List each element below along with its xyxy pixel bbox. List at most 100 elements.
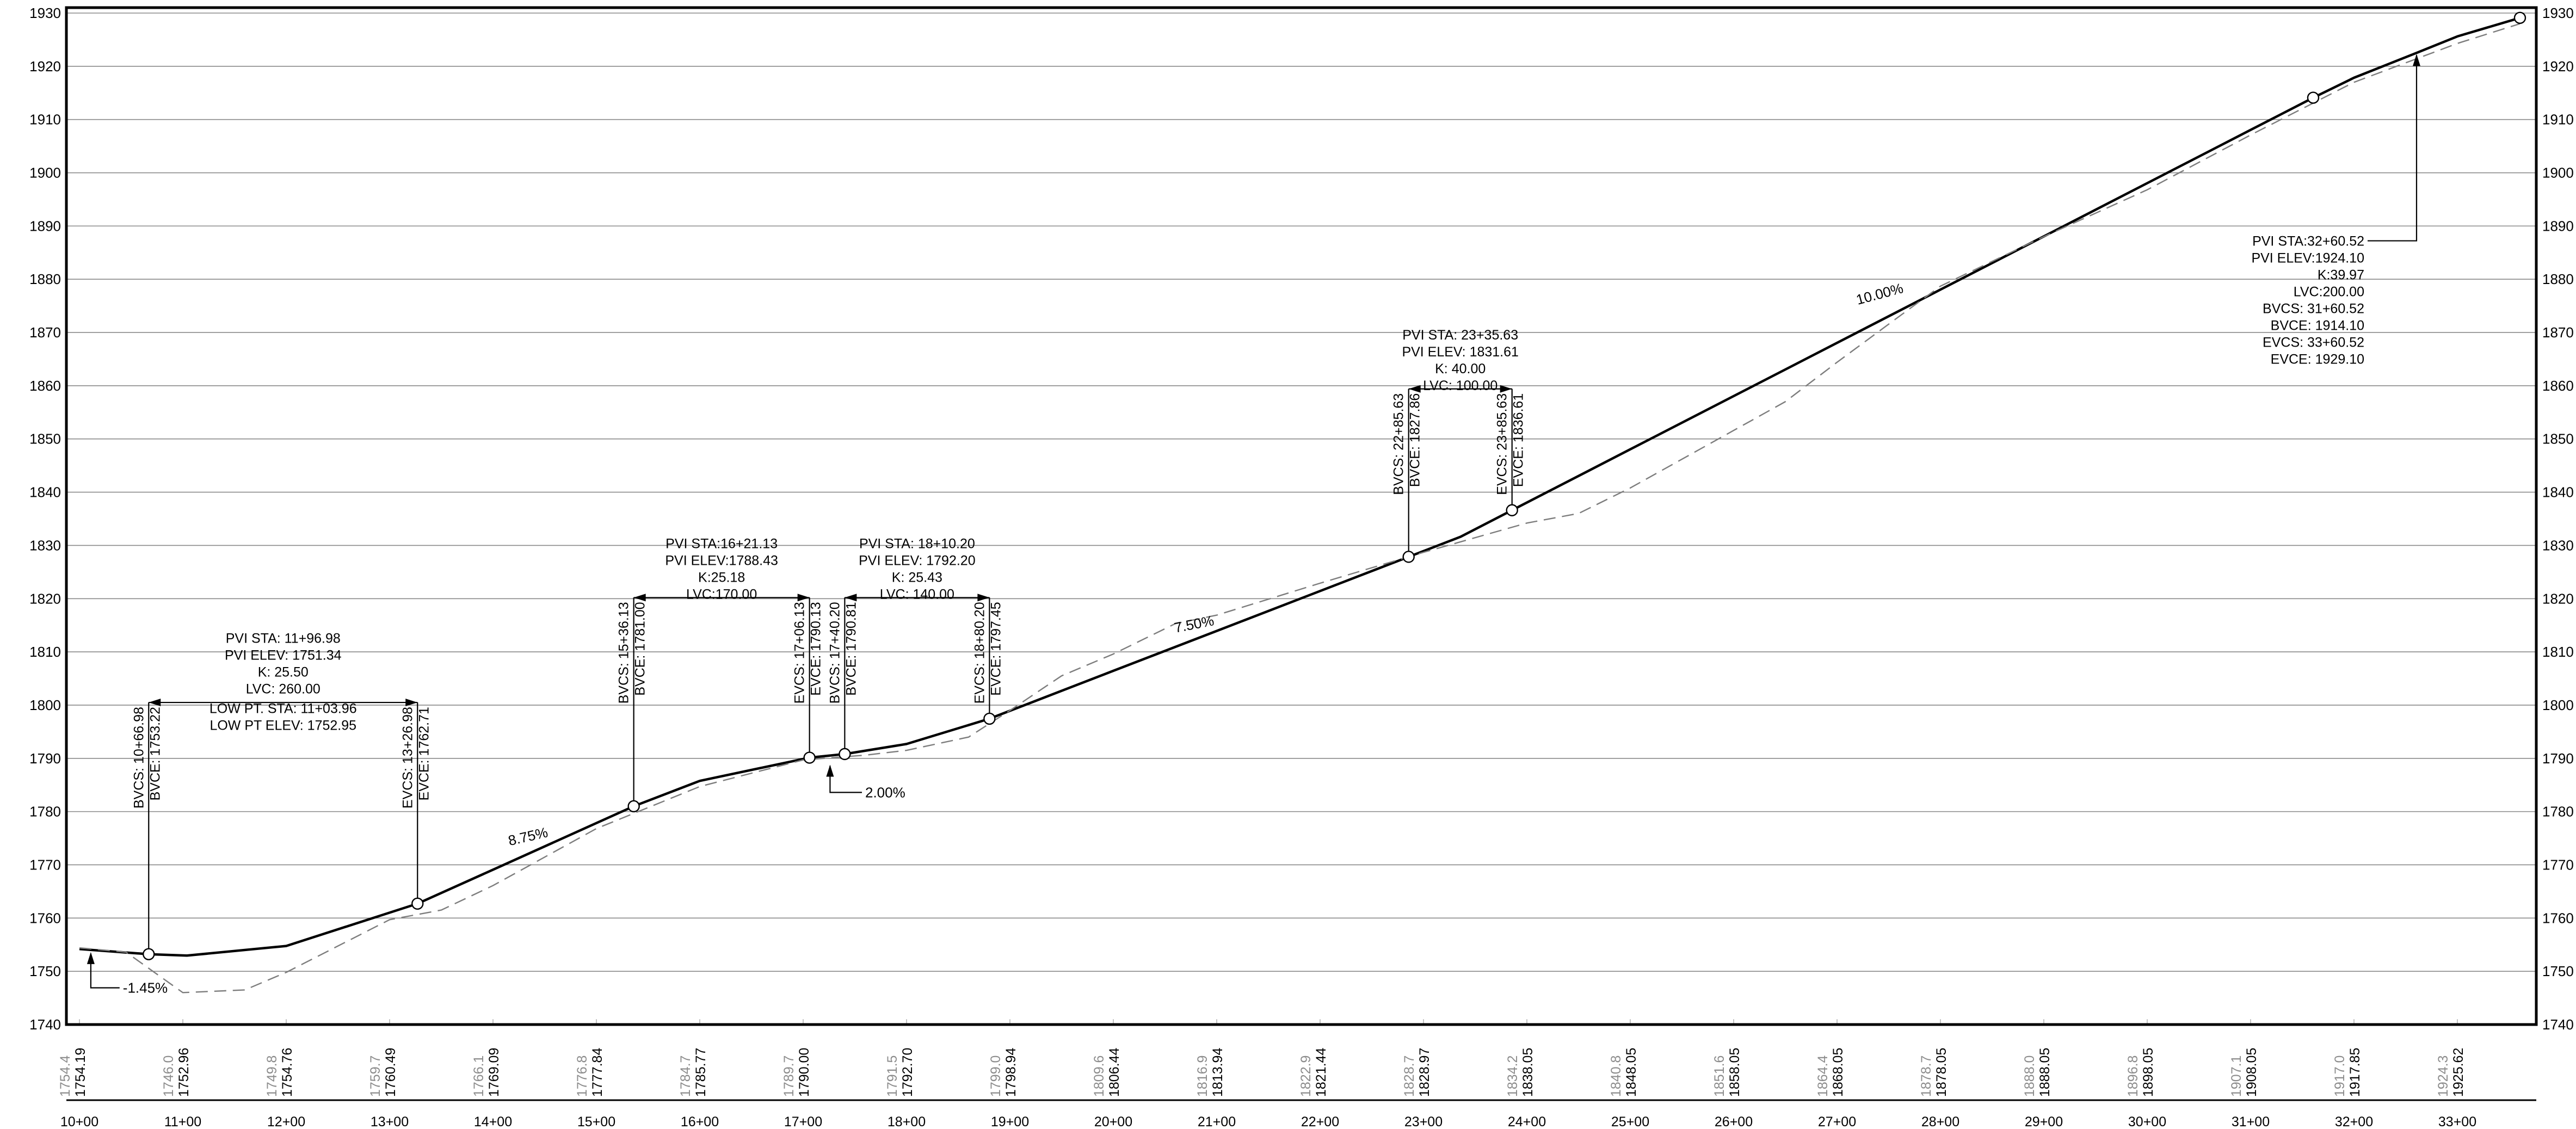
grade-label: 8.75% [507, 824, 550, 849]
finished-elevation-label: 1754.76 [280, 1048, 295, 1097]
pvi-note-line: BVCS: 31+60.52 [2263, 301, 2364, 317]
elevation-tick-label: 1810 [2542, 644, 2574, 660]
pvi-note-line: EVCE: 1929.10 [2271, 352, 2364, 367]
existing-elevation-label: 1749.8 [264, 1056, 280, 1097]
pvi-marker [627, 800, 640, 813]
finished-elevation-label: 1769.09 [486, 1048, 502, 1097]
curve-note-line: K:25.18 [698, 570, 745, 585]
station-tick-label: 12+00 [267, 1114, 305, 1129]
elevation-tick-label: 1790 [2542, 750, 2574, 767]
station-label: EVCS: 17+06.13 [792, 602, 808, 704]
station-tick-label: 19+00 [991, 1114, 1029, 1129]
finished-elevation-label: 1888.05 [2037, 1048, 2053, 1097]
existing-elevation-label: 1791.5 [885, 1056, 900, 1097]
elevation-tick-label: 1850 [29, 431, 61, 447]
pvi-note-line: EVCS: 33+60.52 [2263, 335, 2364, 350]
curve-note-line: PVI ELEV:1788.43 [665, 553, 778, 568]
grade-label: 2.00% [865, 784, 905, 800]
pvi-marker [1402, 551, 1415, 563]
elevation-label: EVCE: 1762.71 [416, 707, 432, 800]
pvi-note-line: PVI STA:32+60.52 [2252, 234, 2364, 249]
elevation-tick-label: 1860 [29, 378, 61, 394]
station-tick-label: 31+00 [2232, 1114, 2270, 1129]
curve-note-line: PVI STA:16+21.13 [665, 536, 778, 551]
pvi-marker [803, 751, 816, 764]
elevation-tick-label: 1790 [29, 750, 61, 767]
grade-leader [829, 766, 862, 793]
elevation-tick-label: 1910 [29, 112, 61, 128]
elevation-tick-label: 1920 [2542, 58, 2574, 75]
curve-note-line: LVC: 100.00 [1423, 378, 1497, 393]
curve-note-line: LVC: 140.00 [880, 587, 954, 602]
existing-elevation-label: 1840.8 [1609, 1056, 1624, 1097]
elevation-tick-label: 1890 [2542, 218, 2574, 234]
finished-elevation-label: 1898.05 [2141, 1048, 2156, 1097]
elevation-tick-label: 1820 [29, 590, 61, 607]
pvi-marker [2307, 91, 2320, 104]
station-axis: 10+00 11+00 12+00 13+00 14+00 15+00 16+00 17+00… [60, 1114, 2476, 1129]
existing-elevation-label: 1834.2 [1505, 1056, 1520, 1097]
existing-elevation-label: 1878.7 [1919, 1056, 1934, 1097]
curve-note-line: LVC: 260.00 [246, 682, 321, 697]
station-tick-label: 28+00 [1921, 1114, 1959, 1129]
elevation-tick-label: 1850 [2542, 431, 2574, 447]
station-tick-label: 26+00 [1715, 1114, 1753, 1129]
elevation-tick-label: 1750 [2542, 963, 2574, 979]
existing-elevation-label: 1816.9 [1195, 1056, 1210, 1097]
station-label: EVCS: 13+26.98 [400, 707, 415, 809]
elevation-tick-label: 1760 [29, 910, 61, 926]
existing-elevation-label: 1864.4 [1815, 1055, 1831, 1097]
leader-arrow [826, 764, 834, 777]
existing-elevation-label: 1851.6 [1712, 1056, 1727, 1097]
elevation-label: EVCE: 1790.13 [809, 602, 824, 695]
elevation-tick-label: 1910 [2542, 112, 2574, 128]
existing-elevation-label: 1789.7 [781, 1056, 797, 1097]
finished-elevation-label: 1760.49 [383, 1048, 398, 1097]
pvi-marker [983, 712, 996, 725]
elevation-label: EVCE: 1836.61 [1511, 393, 1526, 487]
finished-elevation-label: 1754.19 [73, 1048, 88, 1097]
station-label: BVCS: 17+40.20 [827, 602, 842, 704]
station-tick-label: 15+00 [577, 1114, 615, 1129]
finished-elevation-label: 1848.05 [1624, 1048, 1639, 1097]
curve-note-line: K: 25.50 [258, 665, 309, 680]
station-label: BVCS: 10+66.98 [131, 707, 146, 809]
elevation-tick-label: 1800 [2542, 697, 2574, 713]
dimension-arrow [797, 594, 810, 602]
leader-arrow [87, 952, 95, 964]
finished-elevation-label: 1806.44 [1107, 1048, 1122, 1097]
elevation-tick-label: 1930 [2542, 5, 2574, 21]
existing-elevation-label: 1822.9 [1298, 1056, 1314, 1097]
finished-elevation-label: 1868.05 [1831, 1048, 1846, 1097]
finished-elevation-label: 1925.62 [2451, 1048, 2466, 1097]
dimension-arrow [1408, 385, 1421, 393]
elevation-tick-label: 1880 [29, 271, 61, 287]
station-tick-label: 24+00 [1508, 1114, 1546, 1129]
pvi-marker [839, 748, 851, 761]
pvi-note-leader [2368, 55, 2418, 242]
station-tick-label: 23+00 [1404, 1114, 1443, 1129]
curve-note-line: PVI STA: 18+10.20 [859, 536, 975, 551]
dimension-arrow [845, 594, 857, 602]
elevation-tick-label: 1760 [2542, 910, 2574, 926]
station-label: EVCS: 23+85.63 [1495, 393, 1510, 495]
elevation-tick-label: 1890 [29, 218, 61, 234]
existing-ground-line [79, 23, 2520, 994]
elevation-tick-label: 1750 [29, 963, 61, 979]
station-tick-label: 27+00 [1818, 1114, 1856, 1129]
finished-elevation-label: 1792.70 [900, 1048, 915, 1097]
curve-note-line: K: 40.00 [1435, 361, 1486, 377]
curve-note-line: PVI ELEV: 1751.34 [225, 648, 342, 663]
elevation-tick-label: 1830 [29, 537, 61, 553]
elevation-tick-label: 1920 [29, 58, 61, 75]
elevation-tick-label: 1820 [2542, 590, 2574, 607]
elevation-label: EVCE: 1797.45 [988, 602, 1003, 695]
finished-elevation-label: 1790.00 [797, 1048, 812, 1097]
curve-note-line: K: 25.43 [892, 570, 942, 585]
elevation-tick-label: 1770 [29, 856, 61, 873]
elevation-tick-label: 1810 [29, 644, 61, 660]
station-tick-label: 32+00 [2335, 1114, 2373, 1129]
finished-elevation-label: 1821.44 [1314, 1048, 1329, 1097]
grade-leader [90, 953, 120, 989]
